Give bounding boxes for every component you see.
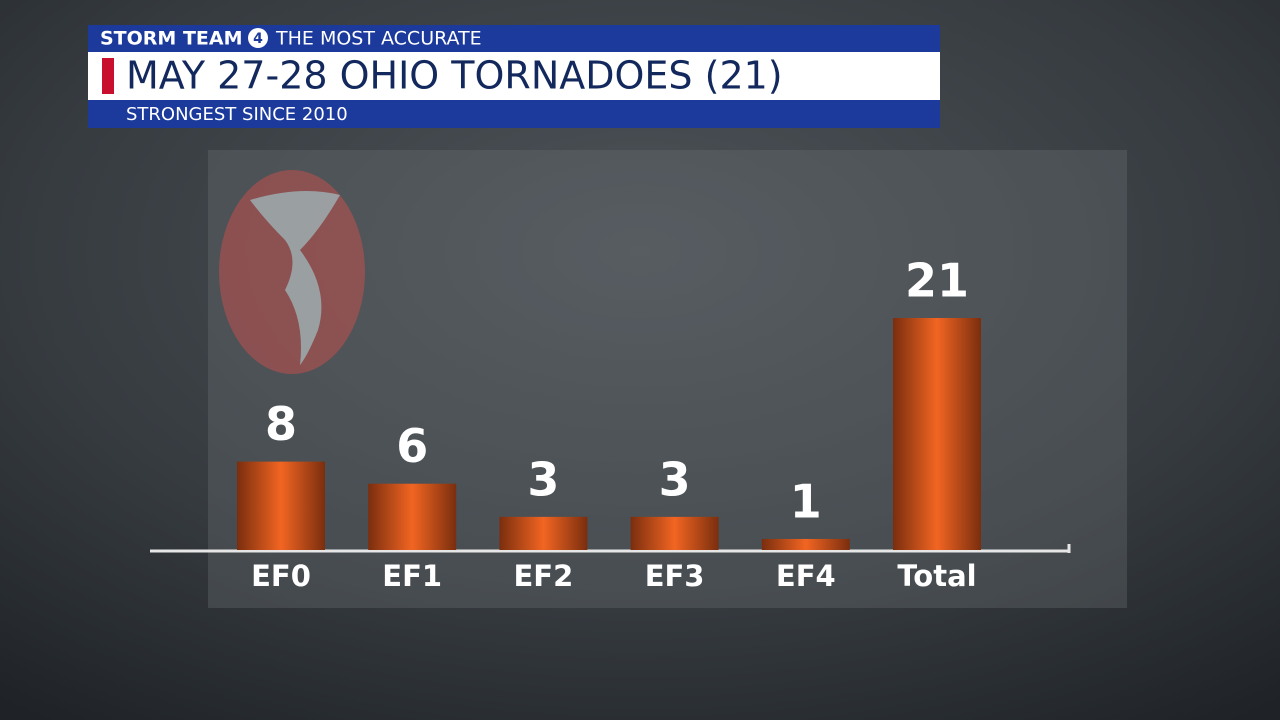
bar [499,516,588,550]
bar [237,461,325,550]
x-tick-label: EF4 [776,559,836,593]
bar [761,538,850,550]
value-label: 3 [527,452,559,506]
x-tick-label: EF3 [645,559,705,593]
logo: 4 [253,31,263,47]
bar [630,516,719,550]
title-accent [102,58,114,94]
x-tick-label: EF1 [382,559,442,593]
x-tick-label: Total [897,559,976,593]
title: MAY 27-28 OHIO TORNADOES (21) [126,54,783,98]
tornado-logo [219,170,365,374]
value-label: 1 [790,474,822,528]
bar [368,483,457,550]
x-tick-label: EF2 [513,559,573,593]
bar [893,318,981,550]
slogan: THE MOST ACCURATE [275,28,482,50]
subtitle-bar [88,100,940,128]
value-label: 21 [905,254,969,308]
brand: STORM TEAM [100,28,243,50]
subtitle: STRONGEST SINCE 2010 [126,104,348,125]
header-top-bar [88,25,940,52]
value-label: 6 [396,419,428,473]
value-label: 3 [659,452,691,506]
value-label: 8 [265,397,297,451]
x-tick-label: EF0 [251,559,311,593]
title-bar [88,52,940,100]
logo-badge [248,28,268,48]
